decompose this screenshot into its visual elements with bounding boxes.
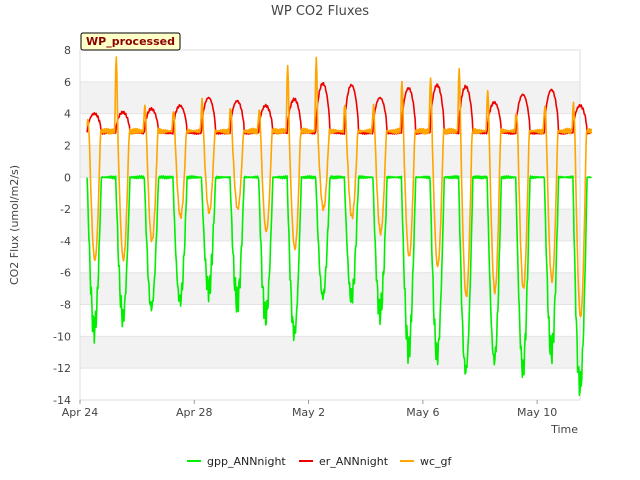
x-tick-label: May 2 <box>292 406 325 419</box>
y-axis-label: CO2 Flux (umol/m2/s) <box>8 165 21 285</box>
legend-label-er_ANNnight: er_ANNnight <box>319 455 389 468</box>
series-layer <box>86 56 593 397</box>
y-tick-label: 4 <box>64 108 71 121</box>
y-tick-label: -12 <box>53 362 71 375</box>
y-tick-label: -10 <box>53 330 71 343</box>
x-tick-label: May 10 <box>517 406 557 419</box>
x-axis: Apr 24 Apr 28 May 2 May 6 May 10 <box>62 400 557 419</box>
y-tick-label: 6 <box>64 76 71 89</box>
x-tick-label: Apr 28 <box>176 406 213 419</box>
legend-label-wc_gf: wc_gf <box>420 455 453 468</box>
y-tick-label: -6 <box>60 267 71 280</box>
x-tick-label: Apr 24 <box>62 406 99 419</box>
legend: gpp_ANNnight er_ANNnight wc_gf <box>187 455 453 468</box>
y-tick-label: 2 <box>64 139 71 152</box>
x-tick-label: May 6 <box>406 406 439 419</box>
y-tick-label: -14 <box>53 394 71 407</box>
chart-title: WP CO2 Fluxes <box>271 4 369 19</box>
plot-frame <box>79 49 581 401</box>
background-band <box>80 209 580 241</box>
background-band <box>80 336 580 369</box>
x-axis-label: Time <box>550 423 578 436</box>
y-tick-label: -4 <box>60 235 71 248</box>
series-line-wc_gf <box>86 56 593 318</box>
y-tick-label: 0 <box>64 171 71 184</box>
processed-tag-label: WP_processed <box>86 35 175 48</box>
processed-tag: WP_processed <box>80 32 181 51</box>
y-axis: -14 -12 -10 -8 -6 -4 -2 0 2 4 6 8 <box>53 44 71 407</box>
y-tick-label: 8 <box>64 44 71 57</box>
legend-label-gpp_ANNnight: gpp_ANNnight <box>207 455 286 468</box>
background-band <box>80 81 580 114</box>
background-band <box>80 145 580 178</box>
y-tick-label: -2 <box>60 203 71 216</box>
series-line-gpp_ANNnight <box>86 175 592 397</box>
y-tick-label: -8 <box>60 299 71 312</box>
processed-tag-box <box>80 32 181 51</box>
